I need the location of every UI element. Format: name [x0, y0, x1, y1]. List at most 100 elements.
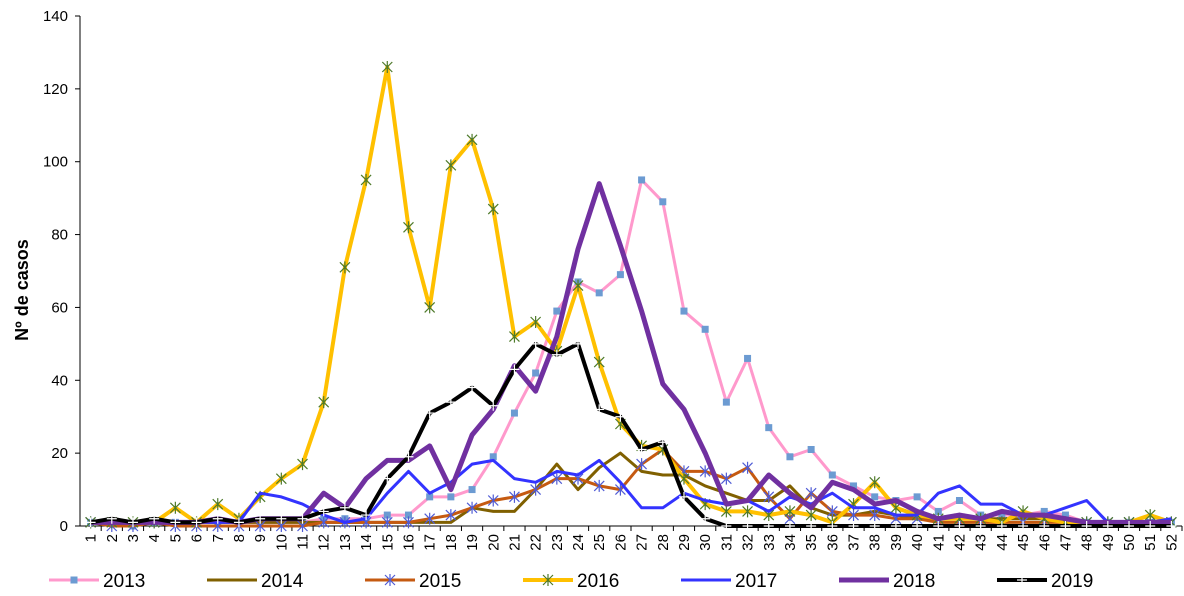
marker [636, 444, 647, 455]
marker [594, 404, 605, 415]
x-tick-label: 27 [634, 534, 651, 551]
x-tick-label: 9 [252, 534, 269, 542]
x-tick-label: 31 [718, 534, 735, 551]
x-tick-label: 18 [443, 534, 460, 551]
marker [680, 307, 688, 315]
marker [149, 513, 160, 524]
marker [403, 516, 414, 529]
marker [1081, 521, 1092, 531]
marker [593, 479, 605, 492]
marker [191, 517, 202, 528]
x-tick-label: 7 [210, 534, 227, 542]
x-tick-label: 3 [125, 534, 142, 542]
x-tick-label: 35 [803, 534, 820, 551]
x-tick-label: 43 [973, 534, 990, 551]
y-axis-label: Nº de casos [12, 239, 32, 341]
marker [530, 316, 542, 328]
marker [509, 364, 520, 375]
marker [1039, 521, 1050, 531]
marker [1018, 521, 1029, 531]
series-line [90, 458, 1172, 524]
marker [424, 512, 436, 525]
marker [869, 509, 881, 522]
marker [381, 61, 393, 73]
marker [424, 301, 436, 314]
x-tick-label: 47 [1057, 534, 1074, 551]
x-tick-label: 51 [1142, 534, 1159, 551]
marker [466, 501, 478, 514]
x-tick-label: 52 [1163, 534, 1180, 551]
x-tick-label: 29 [676, 534, 693, 551]
marker [636, 458, 648, 471]
y-tick-label: 120 [43, 81, 68, 98]
marker [488, 400, 499, 411]
marker [510, 409, 518, 417]
x-tick-label: 36 [824, 534, 841, 551]
marker [890, 521, 901, 531]
marker [869, 476, 881, 489]
marker [828, 471, 836, 479]
x-tick-label: 28 [655, 534, 672, 551]
marker [424, 408, 435, 419]
x-tick-label: 42 [951, 534, 968, 551]
marker [487, 203, 499, 216]
y-tick-label: 20 [51, 445, 68, 462]
x-tick-label: 33 [761, 534, 778, 551]
marker [699, 465, 711, 478]
y-tick-label: 60 [51, 299, 68, 316]
x-tick-label: 30 [697, 534, 714, 551]
marker [933, 521, 944, 531]
x-tick-label: 46 [1036, 534, 1053, 551]
legend-label: 2016 [577, 571, 619, 592]
marker [1060, 521, 1071, 531]
marker [848, 509, 859, 522]
marker [1017, 575, 1027, 585]
x-tick-label: 19 [464, 534, 481, 551]
x-tick-label: 23 [549, 534, 566, 551]
marker [657, 437, 668, 448]
marker [744, 354, 752, 362]
x-tick-label: 15 [379, 534, 396, 551]
marker [403, 451, 414, 462]
marker [297, 458, 308, 471]
marker [426, 493, 434, 501]
marker [551, 472, 563, 485]
x-tick-label: 44 [994, 534, 1011, 551]
legend-label: 2019 [1051, 571, 1093, 592]
legend-label: 2013 [103, 571, 145, 592]
marker [806, 521, 817, 531]
legend-item: 2018 [839, 571, 935, 592]
marker [913, 493, 921, 501]
marker [720, 472, 732, 485]
marker [595, 289, 603, 297]
marker [1061, 511, 1069, 519]
x-tick-label: 10 [273, 534, 290, 551]
marker [212, 513, 223, 524]
x-tick-label: 2 [104, 534, 121, 542]
marker [763, 490, 775, 503]
marker [404, 511, 412, 519]
marker [384, 574, 396, 586]
marker [445, 397, 456, 408]
x-tick-label: 20 [485, 534, 502, 551]
marker [127, 517, 138, 528]
marker [805, 487, 817, 500]
legend-label: 2017 [735, 571, 777, 592]
marker [975, 521, 986, 531]
x-tick-label: 40 [909, 534, 926, 551]
marker [720, 505, 732, 518]
x-tick-label: 25 [591, 534, 608, 551]
x-tick-label: 5 [167, 534, 184, 542]
legend-label: 2014 [261, 571, 304, 592]
marker [447, 493, 455, 501]
marker [509, 330, 520, 343]
marker [542, 574, 554, 586]
marker [763, 521, 774, 531]
marker [467, 382, 478, 393]
marker [784, 521, 795, 531]
marker [765, 424, 773, 432]
marker [381, 516, 393, 529]
marker [70, 576, 78, 584]
x-tick-label: 16 [400, 534, 417, 551]
